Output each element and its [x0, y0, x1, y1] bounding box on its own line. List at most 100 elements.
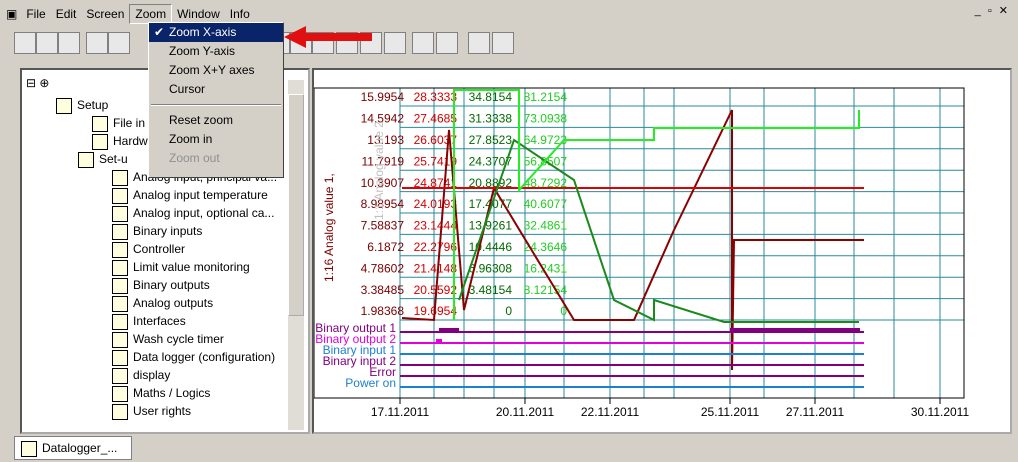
- y-tick-label: 24.3646: [524, 240, 568, 254]
- tree-item[interactable]: Binary outputs: [112, 276, 210, 294]
- tool-button[interactable]: [58, 32, 80, 54]
- tree-item[interactable]: Set-u: [78, 150, 128, 168]
- binary-pulse: [436, 339, 442, 344]
- y-tick-label: 8.98954: [361, 197, 405, 211]
- y-tick-label: 73.0938: [524, 112, 568, 126]
- tree-label: Limit value monitoring: [133, 260, 250, 274]
- y-tick-label: 81.2154: [524, 90, 568, 104]
- y-tick-label: 32.4861: [524, 219, 568, 233]
- tree-label: User rights: [133, 404, 192, 418]
- binary-label: Binary input 2: [323, 354, 397, 368]
- tree-item[interactable]: Controller: [112, 240, 185, 258]
- tree-item[interactable]: Maths / Logics: [112, 384, 210, 402]
- menu-option[interactable]: Cursor: [169, 82, 206, 96]
- tree-root[interactable]: ⊟ ⊕: [26, 76, 50, 90]
- tree-item[interactable]: Binary inputs: [112, 222, 202, 240]
- menu-option[interactable]: Reset zoom: [169, 113, 234, 127]
- y-tick-label: 4.78602: [361, 261, 405, 275]
- y-tick-label: 13.193: [367, 133, 404, 147]
- tree-label: Analog outputs: [133, 296, 214, 310]
- menu-option[interactable]: Zoom X+Y axes: [169, 63, 255, 77]
- trace: [453, 89, 860, 320]
- binary-label: Binary output 2: [315, 332, 396, 346]
- y-tick-label: 15.9954: [361, 90, 405, 104]
- tree-item[interactable]: Analog input, optional ca...: [112, 204, 274, 222]
- y-tick-label: 21.4148: [414, 261, 458, 275]
- y-tick-label: 0: [560, 304, 567, 318]
- tool-button[interactable]: [86, 32, 108, 54]
- tree-label: Wash cycle timer: [133, 332, 224, 346]
- y-tick-label: 28.3333: [414, 90, 458, 104]
- tree-item[interactable]: Analog outputs: [112, 294, 213, 312]
- tree-item[interactable]: Wash cycle timer: [112, 330, 224, 348]
- y-tick-label: 11.7919: [362, 154, 405, 168]
- tab[interactable]: Datalogger_...: [14, 436, 132, 460]
- menu-item[interactable]: Zoom: [129, 4, 173, 24]
- tree-item[interactable]: Analog input temperature: [112, 186, 268, 204]
- tree-item[interactable]: Setup: [56, 96, 108, 114]
- x-tick-label: 30.11.2011: [911, 405, 970, 419]
- tree-label: Binary inputs: [133, 224, 203, 238]
- menu-bar: ▣ File Edit Screen Zoom Window Info: [0, 0, 1018, 24]
- plot-frame: [313, 87, 965, 399]
- binary-pulse: [439, 328, 459, 333]
- tree-label: Analog input, optional ca...: [133, 206, 275, 220]
- binary-label: Error: [369, 365, 396, 379]
- trace: [458, 138, 859, 323]
- separator: [151, 104, 281, 106]
- x-tick-label: 20.11.2011: [496, 405, 555, 419]
- menu-item[interactable]: Info: [229, 7, 250, 21]
- y-tick-label: 27.4685: [414, 112, 458, 126]
- menu-option: Zoom out: [169, 151, 220, 165]
- tree-label: Data logger (configuration): [133, 350, 276, 364]
- tool-button[interactable]: [108, 32, 130, 54]
- menu-option[interactable]: ✔ Zoom X-axis: [149, 23, 283, 42]
- tree-label: Set-u: [99, 152, 128, 166]
- menu-option[interactable]: Zoom in: [169, 132, 213, 146]
- x-tick-label: 17.11.2011: [371, 405, 430, 419]
- y-tick-label: 14.5942: [361, 112, 405, 126]
- tool-button[interactable]: [36, 32, 58, 54]
- scrollbar[interactable]: [288, 80, 304, 430]
- tree-item[interactable]: File in: [92, 114, 145, 132]
- tree-item[interactable]: Interfaces: [112, 312, 186, 330]
- tool-button[interactable]: [384, 32, 406, 54]
- menu-item[interactable]: Window: [177, 7, 220, 21]
- tree-label: Interfaces: [133, 314, 186, 328]
- tree-label: Setup: [77, 98, 109, 112]
- menu-item[interactable]: Screen: [86, 7, 125, 21]
- menu-item[interactable]: Edit: [55, 7, 77, 21]
- y-tick-label: 16.2431: [524, 261, 568, 275]
- y-tick-label: 3.48154: [469, 283, 513, 297]
- tree-item[interactable]: display: [112, 366, 170, 384]
- x-tick-label: 25.11.2011: [701, 405, 760, 419]
- tool-button[interactable]: [14, 32, 36, 54]
- chart-panel: 15.9954 14.5942 13.193 11.7919 10.3907 8.9895…: [312, 68, 1012, 434]
- tool-button[interactable]: [492, 32, 514, 54]
- tree-item[interactable]: Data logger (configuration): [112, 348, 275, 366]
- tool-button[interactable]: [468, 32, 490, 54]
- tree-item[interactable]: Hardw: [92, 132, 148, 150]
- tree-item[interactable]: User rights: [112, 402, 191, 420]
- menu-item[interactable]: File: [26, 7, 46, 21]
- tool-button[interactable]: [412, 32, 434, 54]
- binary-label: Binary output 1: [315, 321, 396, 335]
- menu-option[interactable]: Zoom Y-axis: [169, 44, 236, 58]
- y-tick-label: 22.2796: [414, 240, 458, 254]
- tree-label: Analog input temperature: [133, 188, 268, 202]
- tree-item[interactable]: Limit value monitoring: [112, 258, 250, 276]
- y-tick-label: 23.1444: [414, 219, 458, 233]
- y-tick-label: 64.9723: [524, 133, 568, 147]
- y-tick-label: 10.3907: [361, 176, 405, 190]
- window-controls[interactable]: _ ▫ ✕: [974, 5, 1010, 17]
- y-tick-label: 13.9261: [469, 219, 513, 233]
- tool-button[interactable]: [436, 32, 458, 54]
- tab-label: Datalogger_...: [42, 441, 118, 455]
- y-tick-label: 24.3707: [469, 154, 513, 168]
- y-tick-label: 24.8741: [414, 176, 458, 190]
- y-tick-label: 27.8523: [469, 133, 513, 147]
- y-tick-label: 8.12154: [524, 283, 568, 297]
- zoom-menu: ✔ Zoom X-axis Zoom Y-axis Zoom X+Y axes Curs…: [148, 22, 284, 178]
- tree-label: display: [133, 368, 171, 382]
